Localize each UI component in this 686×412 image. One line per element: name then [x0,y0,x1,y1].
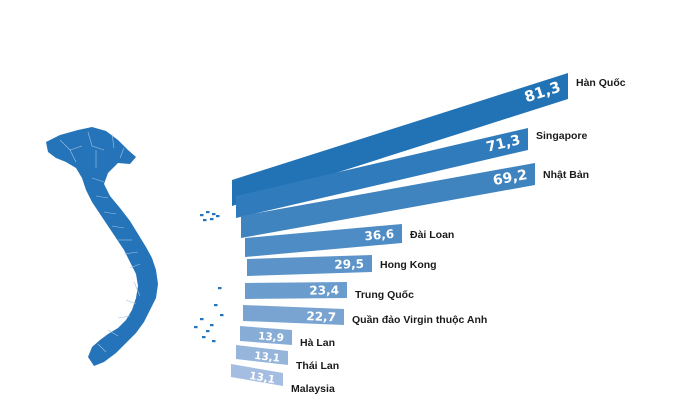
province-border-line [125,299,137,305]
province-border-line [97,343,107,353]
bar-value-label: 23,4 [309,283,339,297]
category-label: Quần đảo Virgin thuộc Anh [352,314,487,326]
province-border-line [69,149,77,163]
bar [243,305,344,325]
island-shape [202,336,206,339]
bar-value-label: 29,5 [334,257,364,272]
province-border-line [95,195,109,199]
bar [236,128,528,218]
category-label: Đài Loan [410,229,454,241]
island-shape [210,324,214,327]
island-shape [214,304,218,307]
bar-value-label: 36,6 [364,227,395,244]
category-label: Trung Quốc [355,289,414,301]
province-border-line [129,263,141,269]
province-border-line [133,281,141,297]
bar [245,282,347,299]
bar-value-label: 13,1 [253,350,280,365]
island-shape [200,318,204,321]
islands-group [194,211,224,343]
category-label: Hà Lan [300,337,335,349]
island-shape [203,219,207,222]
island-shape [200,214,204,217]
island-shape [220,314,224,317]
island-shape [194,326,198,329]
bar [245,224,402,257]
island-shape [212,213,216,216]
bar [240,326,292,345]
vietnam-map-icon [46,127,224,366]
province-border-line [123,251,139,255]
category-label: Malaysia [291,383,335,395]
island-shape [218,287,222,290]
island-shape [216,215,220,218]
category-label: Singapore [536,130,588,142]
province-border-line [111,225,125,229]
bar [232,73,568,206]
bar [231,364,283,386]
province-border-line [91,177,105,183]
province-border-line [107,329,119,337]
bar-value-label: 69,2 [492,167,529,189]
bar-value-label: 22,7 [306,309,336,324]
bar [241,163,535,238]
province-border-line [111,133,115,149]
bar-value-label: 71,3 [485,132,522,155]
category-label: Hong Kong [380,259,437,271]
bar-value-label: 13,1 [248,370,276,386]
province-border-line [117,315,131,319]
bar [247,255,372,276]
island-shape [206,211,210,214]
bar [236,345,288,365]
category-label: Thái Lan [296,360,339,372]
vietnam-mainland-shape [46,127,158,366]
category-label: Hàn Quốc [576,77,626,89]
province-border-line [103,211,117,215]
province-border-line [87,131,105,151]
category-label: Nhật Bản [543,169,589,181]
island-shape [206,330,210,333]
island-shape [210,218,214,221]
island-shape [212,340,216,343]
province-border-line [119,147,125,159]
bar-value-label: 13,9 [258,330,285,344]
province-borders [59,131,141,353]
